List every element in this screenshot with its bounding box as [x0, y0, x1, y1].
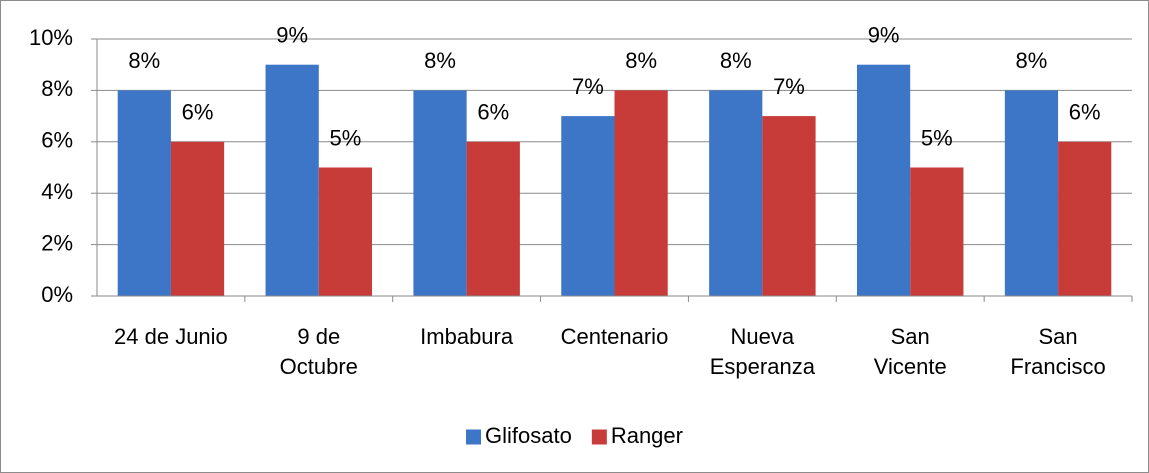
y-tick-label: 4%: [41, 179, 73, 204]
legend-swatch: [591, 429, 607, 445]
bar: [1058, 141, 1112, 296]
data-label: 8%: [720, 48, 752, 73]
bar: [170, 141, 225, 296]
y-tick-label: 2%: [41, 230, 73, 255]
bar: [910, 167, 964, 296]
x-tick-label: Nueva Esperanza: [709, 324, 815, 379]
bar: [265, 64, 319, 296]
data-label: 6%: [182, 100, 214, 125]
data-label: 8%: [625, 48, 657, 73]
data-label: 5%: [330, 125, 362, 150]
y-tick-label: 10%: [29, 25, 73, 50]
bar: [117, 90, 171, 297]
x-tick-label: 9 de Octubre: [279, 324, 358, 379]
data-label: 5%: [921, 125, 953, 150]
legend-label: Ranger: [611, 423, 683, 448]
bar: [318, 167, 373, 296]
bar: [561, 116, 615, 296]
x-tick-label: 24 de Junio: [114, 324, 228, 349]
x-tick-label: San Francisco: [1010, 324, 1106, 379]
bar: [762, 116, 816, 296]
data-label: 6%: [477, 100, 509, 125]
bar: [413, 90, 467, 297]
data-label: 7%: [572, 74, 604, 99]
data-label: 6%: [1069, 100, 1101, 125]
bar: [709, 90, 763, 297]
y-tick-label: 8%: [41, 76, 73, 101]
data-label: 8%: [424, 48, 456, 73]
bar: [466, 141, 520, 296]
x-tick-label: San Vicente: [873, 324, 947, 379]
bar: [614, 90, 668, 297]
data-label: 9%: [276, 23, 308, 48]
data-label: 8%: [128, 48, 160, 73]
legend-label: Glifosato: [485, 423, 572, 448]
x-tick-label: Centenario: [560, 324, 669, 349]
data-label: 8%: [1016, 48, 1048, 73]
y-tick-label: 6%: [41, 128, 73, 153]
x-tick-label: Imbabura: [420, 324, 514, 349]
data-label: 9%: [868, 23, 900, 48]
y-tick-label: 0%: [41, 282, 73, 307]
data-label: 7%: [773, 74, 805, 99]
legend-swatch: [466, 429, 482, 445]
bar: [1004, 90, 1059, 297]
bar: [856, 64, 911, 296]
